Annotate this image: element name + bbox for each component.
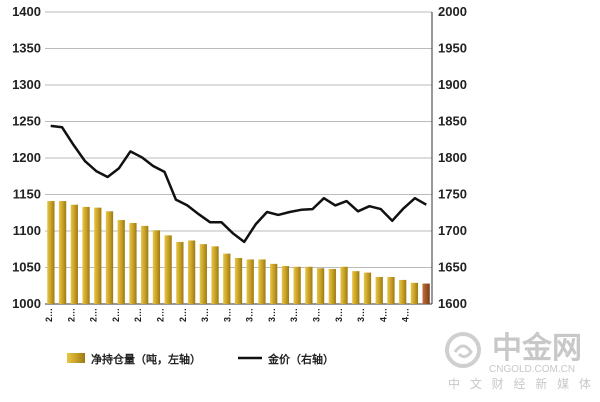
bar xyxy=(281,266,290,304)
left-tick-label: 1100 xyxy=(13,223,41,238)
right-tick-label: 1850 xyxy=(438,114,467,129)
x-tick-label: 3… xyxy=(200,308,210,322)
x-tick-label: 2… xyxy=(44,308,54,322)
bar xyxy=(293,266,301,304)
bar xyxy=(58,201,67,304)
x-tick-label: 4… xyxy=(378,308,388,322)
x-tick-label: 2… xyxy=(111,308,121,322)
legend: 净持仓量（吨，左轴） 金价（右轴） xyxy=(67,352,334,366)
bar xyxy=(82,206,90,304)
bar xyxy=(422,283,430,304)
x-tick-label: 2… xyxy=(178,308,188,322)
right-tick-label: 1650 xyxy=(438,260,467,275)
right-tick-label: 1900 xyxy=(438,77,467,92)
bar xyxy=(340,266,348,304)
x-axis: 2… 2… 2… 2… 2… 2… 2… 3… 3… 3… 3… 3… 3… 3… 3… 4… 4… xyxy=(44,308,411,322)
bar xyxy=(410,282,419,304)
watermark-tagline: 中 文 财 经 新 媒 体 xyxy=(448,376,594,391)
right-tick-label: 1700 xyxy=(438,223,467,238)
bar xyxy=(305,266,313,304)
right-tick-label: 1950 xyxy=(438,41,467,56)
bar xyxy=(352,271,360,304)
watermark-logo-icon xyxy=(445,332,481,368)
right-tick-label: 1800 xyxy=(438,150,467,165)
legend-swatch-bar xyxy=(67,353,85,363)
x-tick-label: 2… xyxy=(133,308,143,322)
right-tick-label: 1750 xyxy=(438,187,467,202)
gold-price-line xyxy=(50,124,427,244)
legend-label-line: 金价（右轴） xyxy=(267,352,334,366)
left-tick-label: 1000 xyxy=(12,296,41,311)
right-axis: 1600 1650 1700 1750 1800 1850 1900 1950 2000 xyxy=(438,4,467,311)
bar xyxy=(47,201,55,304)
x-tick-label: 2… xyxy=(89,308,99,322)
bar xyxy=(129,222,137,304)
bar xyxy=(387,276,395,304)
bar xyxy=(258,259,266,304)
bar xyxy=(211,246,219,304)
bar xyxy=(187,240,196,304)
line-series xyxy=(50,124,427,244)
left-tick-label: 1300 xyxy=(12,77,41,92)
bar xyxy=(117,220,125,304)
bar xyxy=(234,258,243,304)
bar xyxy=(94,207,102,304)
bar xyxy=(199,244,207,304)
legend-label-bar: 净持仓量（吨，左轴） xyxy=(91,352,201,366)
x-tick-label: 3… xyxy=(245,308,255,322)
left-tick-label: 1200 xyxy=(12,150,41,165)
x-tick-label: 3… xyxy=(312,308,322,322)
x-tick-label: 4… xyxy=(401,308,411,322)
bar xyxy=(270,263,278,304)
x-tick-label: 3… xyxy=(222,308,232,322)
left-axis: 1000 1050 1100 1150 1200 1250 1300 1350 1400 xyxy=(12,4,41,311)
bar-series xyxy=(47,201,430,304)
watermark-logo-swirl-icon xyxy=(453,344,473,359)
bar xyxy=(105,211,114,304)
left-tick-label: 1150 xyxy=(13,187,41,202)
watermark-url: CNGOLD.COM.CN xyxy=(489,364,575,375)
bar xyxy=(164,235,172,304)
bar xyxy=(70,204,78,304)
x-tick-label: 2… xyxy=(66,308,76,322)
bar xyxy=(375,276,383,304)
bar xyxy=(223,253,231,304)
left-tick-label: 1350 xyxy=(12,41,41,56)
right-tick-label: 2000 xyxy=(438,4,467,19)
right-tick-label: 1600 xyxy=(438,296,467,311)
bar xyxy=(316,268,325,304)
left-tick-label: 1250 xyxy=(12,114,41,129)
x-tick-label: 3… xyxy=(356,308,366,322)
bar xyxy=(141,225,149,304)
left-tick-label: 1050 xyxy=(12,260,41,275)
watermark: 中金网 CNGOLD.COM.CN 中 文 财 经 新 媒 体 xyxy=(445,331,594,391)
bar xyxy=(399,279,407,304)
x-tick-label: 3… xyxy=(334,308,344,322)
bar xyxy=(176,241,184,304)
bar xyxy=(363,272,372,304)
x-tick-label: 3… xyxy=(289,308,299,322)
bar xyxy=(328,268,336,304)
bar xyxy=(246,259,254,304)
left-tick-label: 1400 xyxy=(12,4,41,19)
x-tick-label: 3… xyxy=(267,308,277,322)
bar xyxy=(152,230,161,304)
x-tick-label: 2… xyxy=(156,308,166,322)
watermark-brand: 中金网 xyxy=(492,331,582,366)
